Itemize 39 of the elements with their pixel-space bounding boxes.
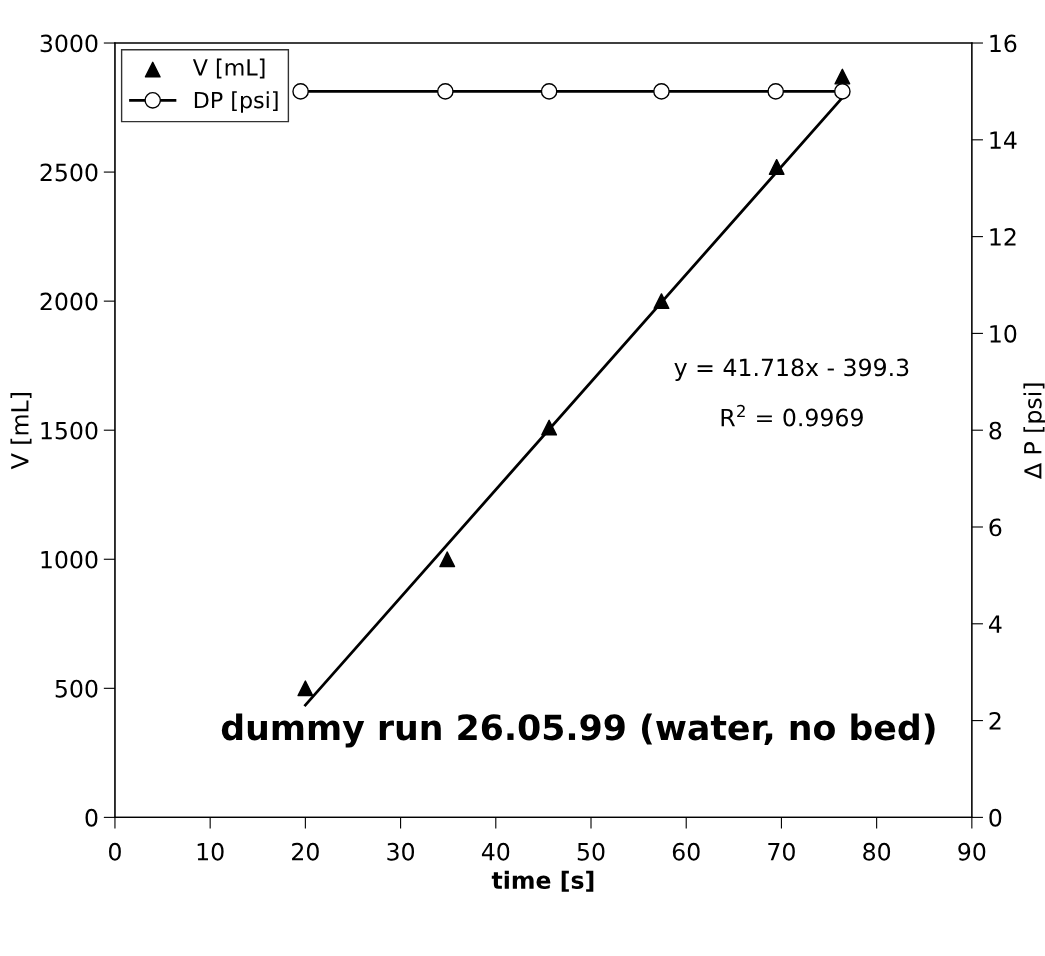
point [541,419,558,436]
y-tick-label: 2500 [40,163,98,182]
point [439,551,456,568]
x-tick-label: 80 [863,842,891,861]
annotation: y = 41.718x - 399.3 [674,358,909,381]
annotation: dummy run 26.05.99 (water, no bed) [221,713,935,748]
x-tick-label: 90 [958,842,986,861]
y2-tick-label: 4 [988,615,1002,633]
y-axis-title: V [mL] [10,393,32,470]
y-tick-label: 1000 [41,550,98,569]
x-tick-label: 20 [292,842,319,861]
point [834,68,851,85]
y2-tick-label: 8 [989,421,1002,440]
y-tick-label: 1500 [41,421,98,440]
y2-tick-label: 2 [989,712,1001,730]
y-tick-label: 3000 [40,34,98,53]
x-tick-label: 0 [109,842,121,861]
x-axis-title: time [s] [491,870,594,892]
y-tick-label: 2000 [40,292,98,311]
y-tick-label: 0 [85,808,98,827]
y-tick-label: 500 [55,679,98,698]
legend-label: V [mL] [192,58,265,79]
x-tick-label: 50 [577,842,605,861]
point [297,680,314,697]
point [768,158,785,175]
y2-tick-label: 10 [990,324,1017,343]
y2-tick-label: 6 [989,518,1002,537]
y2-tick-label: 16 [990,34,1017,53]
x-tick-label: 60 [672,842,700,861]
x-tick-label: 70 [768,842,795,861]
annotation: R$^{2}$ = 0.9969 [721,404,863,427]
y2-tick-label: 0 [989,808,1002,827]
point [653,293,670,310]
x-tick-label: 10 [197,842,224,861]
y2-tick-label: 12 [990,228,1016,246]
x-tick-label: 40 [481,842,510,861]
y2-tick-label: 14 [990,131,1017,149]
x-tick-label: 30 [387,842,415,861]
legend-label: DP [psi] [194,91,278,113]
